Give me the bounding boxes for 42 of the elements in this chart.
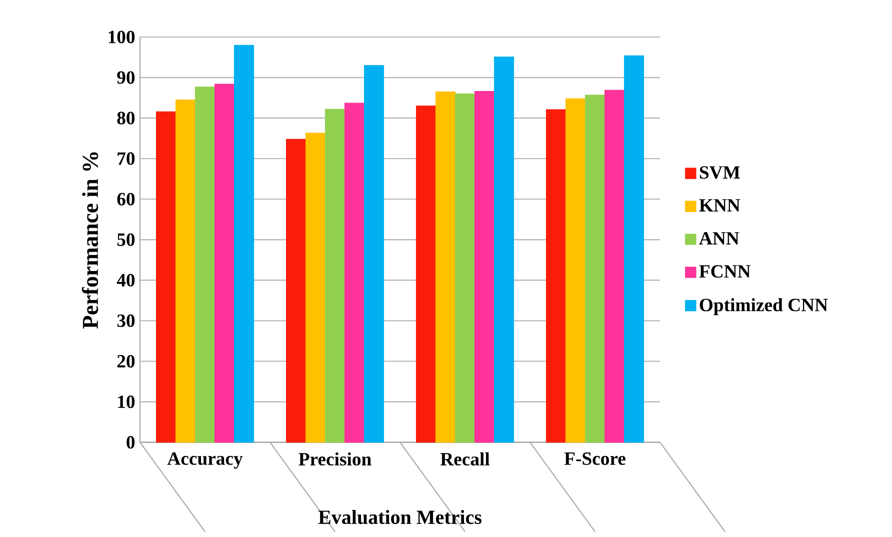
y-tick-label: 40 bbox=[116, 274, 135, 287]
y-tick-label: 30 bbox=[117, 314, 135, 328]
bar bbox=[454, 93, 476, 443]
y-tick-label: 90 bbox=[117, 71, 135, 84]
bar bbox=[546, 109, 566, 443]
y-tick-label: 60 bbox=[117, 192, 135, 206]
legend-label: ANN bbox=[699, 232, 740, 244]
bar bbox=[604, 90, 625, 443]
bar bbox=[584, 94, 606, 443]
y-axis-title: Performance in % bbox=[82, 152, 98, 329]
x-tick-label: F-Score bbox=[564, 452, 626, 465]
bar bbox=[305, 132, 326, 443]
bar bbox=[324, 108, 346, 443]
bar bbox=[156, 111, 176, 443]
y-tick-label: 20 bbox=[117, 354, 135, 368]
y-tick-label: 70 bbox=[118, 152, 135, 165]
y-tick-label: 80 bbox=[117, 112, 135, 124]
bar bbox=[175, 100, 196, 443]
legend-label: Optimized CNN bbox=[700, 298, 828, 316]
bar bbox=[194, 86, 216, 443]
y-tick-label: 100 bbox=[108, 30, 135, 44]
bar bbox=[344, 102, 365, 443]
x-tick-label: Precision bbox=[298, 452, 372, 466]
bar bbox=[494, 56, 514, 443]
legend-label: KNN bbox=[699, 199, 740, 212]
legend-label: FCNN bbox=[699, 265, 751, 278]
y-tick-label: 50 bbox=[117, 233, 135, 246]
y-tick-label: 0 bbox=[126, 436, 135, 449]
bar bbox=[435, 91, 456, 443]
bar bbox=[474, 91, 495, 443]
bar bbox=[286, 138, 306, 443]
x-tick-label: Accuracy bbox=[167, 452, 243, 469]
bar bbox=[565, 98, 586, 443]
legend-label: SVM bbox=[700, 166, 740, 179]
x-tick-label: Recall bbox=[440, 452, 490, 466]
bar bbox=[214, 84, 235, 443]
bar bbox=[624, 55, 644, 443]
bar bbox=[416, 106, 436, 443]
x-axis-title: Evaluation Metrics bbox=[318, 510, 482, 524]
bar bbox=[234, 44, 254, 443]
bar bbox=[364, 65, 384, 443]
y-tick-label: 10 bbox=[118, 395, 135, 408]
